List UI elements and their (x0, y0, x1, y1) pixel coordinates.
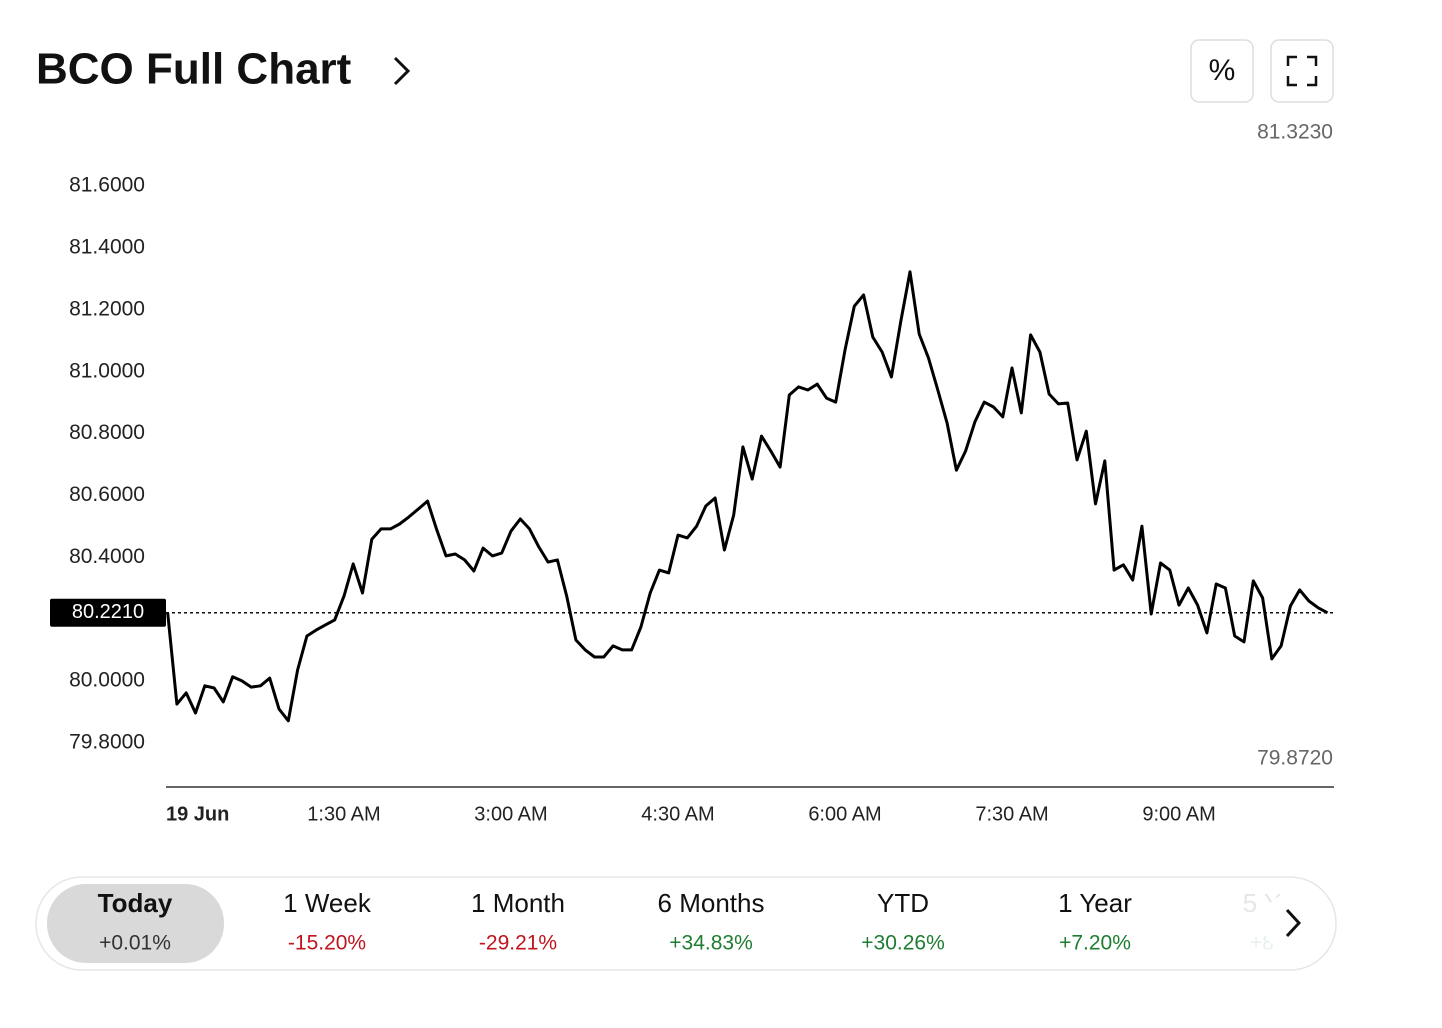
y-tick-label: 80.0000 (69, 669, 145, 692)
tab-label[interactable]: Today (98, 888, 173, 918)
percent-button-label[interactable]: % (1209, 54, 1236, 87)
fullscreen-icon[interactable] (1286, 55, 1318, 87)
y-tick-label: 80.6000 (69, 483, 145, 506)
tab-label[interactable]: 1 Week (283, 888, 372, 918)
tab-label[interactable]: 1 Month (471, 888, 565, 918)
title-chevron[interactable] (393, 56, 411, 86)
x-tick-label: 19 Jun (166, 803, 229, 825)
tab-change: +34.83% (669, 932, 753, 955)
reference-label-box (50, 598, 166, 627)
tabs-next-icon[interactable] (1285, 908, 1302, 938)
x-tick-label: 4:30 AM (641, 803, 714, 825)
x-tick-label: 3:00 AM (474, 803, 547, 825)
y-tick-label: 81.2000 (69, 297, 145, 320)
active-tab-pill[interactable] (47, 884, 224, 963)
tab-change: -29.21% (479, 932, 557, 955)
x-tick-label: 9:00 AM (1142, 803, 1215, 825)
tab-change: +0.01% (99, 932, 171, 955)
low-label: 79.8720 (1257, 747, 1333, 770)
tab-change: +30.26% (861, 932, 945, 955)
x-tick-label: 1:30 AM (307, 803, 380, 825)
y-tick-label: 80.4000 (69, 545, 145, 568)
price-line (166, 270, 1329, 723)
x-tick-label: 7:30 AM (975, 803, 1048, 825)
tab-change: -15.20% (288, 932, 366, 955)
reference-label: 80.2210 (72, 601, 144, 623)
y-tick-label: 80.8000 (69, 421, 145, 444)
y-tick-label: 81.0000 (69, 359, 145, 382)
high-label: 81.3230 (1257, 121, 1333, 144)
y-tick-label: 81.4000 (69, 236, 145, 259)
y-tick-label: 81.6000 (69, 174, 145, 197)
x-tick-label: 6:00 AM (808, 803, 881, 825)
tab-label[interactable]: 6 Months (658, 888, 765, 918)
tab-label[interactable]: 1 Year (1058, 888, 1132, 918)
range-tabs (35, 876, 1337, 971)
tab-change: +7.20% (1059, 932, 1131, 955)
tabs-next-button[interactable] (1263, 893, 1323, 953)
chart-title[interactable]: BCO Full Chart (36, 45, 352, 94)
tab-label[interactable]: YTD (877, 888, 929, 918)
fullscreen-button[interactable] (1270, 39, 1334, 103)
y-tick-label: 79.8000 (69, 731, 145, 754)
percent-button[interactable] (1190, 39, 1254, 103)
